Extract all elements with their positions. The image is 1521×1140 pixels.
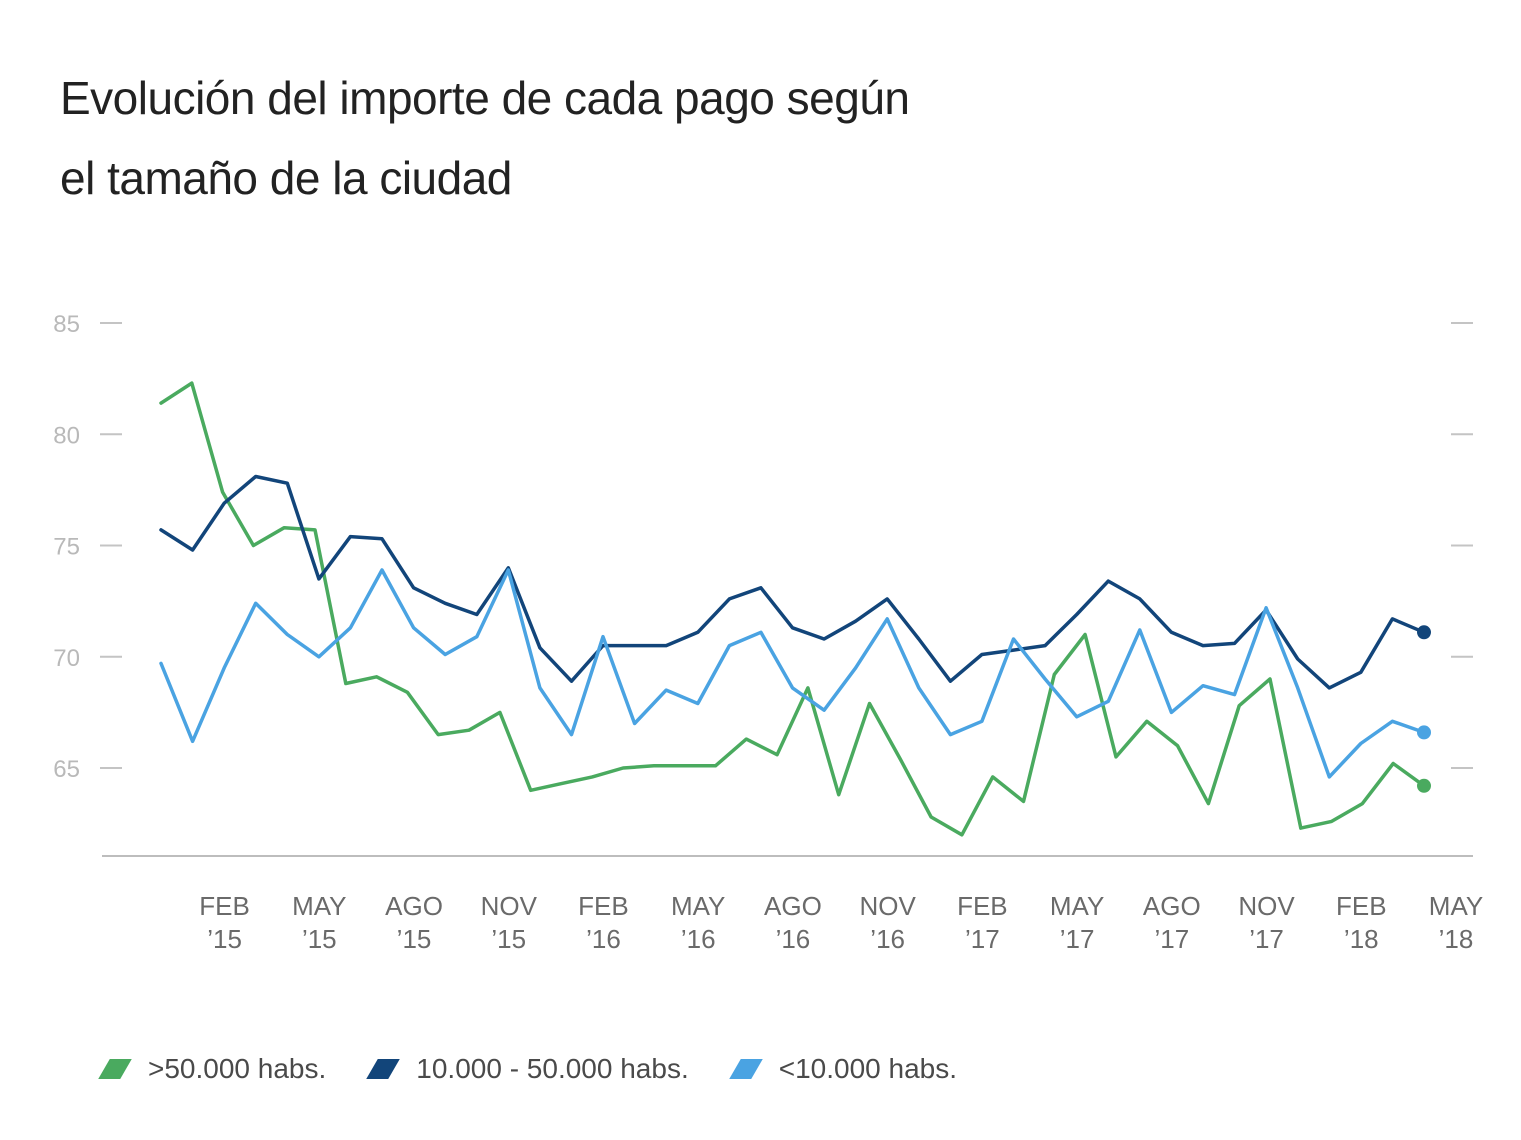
series-line-medium-cities[interactable] <box>159 474 1426 690</box>
legend-item-medium-cities[interactable]: 10.000 - 50.000 habs. <box>366 1053 689 1085</box>
x-tick-label: NOV ’16 <box>859 891 916 954</box>
y-tick-label-85: 85 <box>53 311 80 338</box>
x-tick-label: AGO ’15 <box>385 891 443 954</box>
x-tick-year: ’17 <box>1154 924 1189 954</box>
legend-swatch-medium-cities <box>366 1059 401 1079</box>
x-tick-month: NOV <box>859 891 916 921</box>
legend-label-small-cities: <10.000 habs. <box>778 1053 958 1084</box>
series-end-point-large-cities[interactable] <box>1417 778 1431 793</box>
x-tick-label: AGO ’17 <box>1143 891 1201 954</box>
x-tick-month: MAY <box>1050 891 1104 921</box>
x-tick-year: ’15 <box>302 924 337 954</box>
x-tick-month: MAY <box>292 891 346 921</box>
x-tick-month: NOV <box>1238 891 1295 921</box>
x-tick-label: MAY ’16 <box>671 891 725 954</box>
x-tick-month: FEB <box>199 891 250 921</box>
x-tick-month: AGO <box>385 891 443 921</box>
x-tick-year: ’17 <box>1249 924 1284 954</box>
series-line-small-cities[interactable] <box>159 568 1426 779</box>
x-tick-year: ’16 <box>776 924 811 954</box>
chart-title: Evolución del importe de cada pago según… <box>60 58 1160 218</box>
x-tick-month: FEB <box>578 891 629 921</box>
x-tick-label: NOV ’15 <box>481 891 538 954</box>
series-end-point-small-cities[interactable] <box>1417 725 1431 740</box>
x-tick-month: AGO <box>764 891 822 921</box>
x-tick-year: ’15 <box>491 924 526 954</box>
legend-label-medium-cities: 10.000 - 50.000 habs. <box>416 1053 689 1084</box>
x-tick-label: FEB ’17 <box>957 891 1008 954</box>
x-tick-month: FEB <box>957 891 1008 921</box>
legend-item-large-cities[interactable]: >50.000 habs. <box>98 1053 326 1085</box>
x-tick-label: MAY ’17 <box>1050 891 1104 954</box>
x-tick-year: ’16 <box>586 924 621 954</box>
legend: >50.000 habs. 10.000 - 50.000 habs. <10.… <box>98 1053 997 1085</box>
y-axis-right <box>1451 322 1473 769</box>
chart-title-line-2: el tamaño de la ciudad <box>60 152 512 204</box>
x-tick-month: AGO <box>1143 891 1201 921</box>
x-tick-label: MAY ’15 <box>292 891 346 954</box>
legend-item-small-cities[interactable]: <10.000 habs. <box>728 1053 958 1085</box>
x-tick-year: ’17 <box>1060 924 1095 954</box>
y-tick-label-65: 65 <box>53 756 80 783</box>
legend-label-large-cities: >50.000 habs. <box>148 1053 327 1084</box>
y-axis-left: 65 70 75 80 85 <box>53 311 122 783</box>
series-line-large-cities[interactable] <box>159 381 1426 837</box>
y-tick-label-75: 75 <box>53 534 80 561</box>
x-tick-month: NOV <box>481 891 538 921</box>
x-tick-label: FEB ’16 <box>578 891 629 954</box>
x-tick-year: ’16 <box>681 924 716 954</box>
chart-title-line-1: Evolución del importe de cada pago según <box>60 72 910 124</box>
x-tick-year: ’16 <box>870 924 905 954</box>
x-tick-year: ’15 <box>207 924 242 954</box>
x-tick-label: FEB ’15 <box>199 891 250 954</box>
series-end-point-medium-cities[interactable] <box>1417 625 1431 640</box>
y-tick-label-80: 80 <box>53 422 80 449</box>
x-tick-year: ’17 <box>965 924 1000 954</box>
legend-swatch-large-cities <box>98 1059 132 1079</box>
x-tick-label: AGO ’16 <box>764 891 822 954</box>
x-tick-label: NOV ’17 <box>1238 891 1295 954</box>
x-tick-year: ’18 <box>1439 924 1474 954</box>
x-tick-label: FEB ’18 <box>1336 891 1387 954</box>
x-tick-month: FEB <box>1336 891 1387 921</box>
x-tick-month: MAY <box>1429 891 1483 921</box>
x-tick-year: ’15 <box>397 924 432 954</box>
x-tick-label: MAY ’18 <box>1429 891 1483 954</box>
series-layer <box>159 381 1431 837</box>
legend-swatch-small-cities <box>728 1059 763 1079</box>
x-tick-year: ’18 <box>1344 924 1379 954</box>
x-tick-month: MAY <box>671 891 725 921</box>
y-tick-label-70: 70 <box>53 645 80 672</box>
